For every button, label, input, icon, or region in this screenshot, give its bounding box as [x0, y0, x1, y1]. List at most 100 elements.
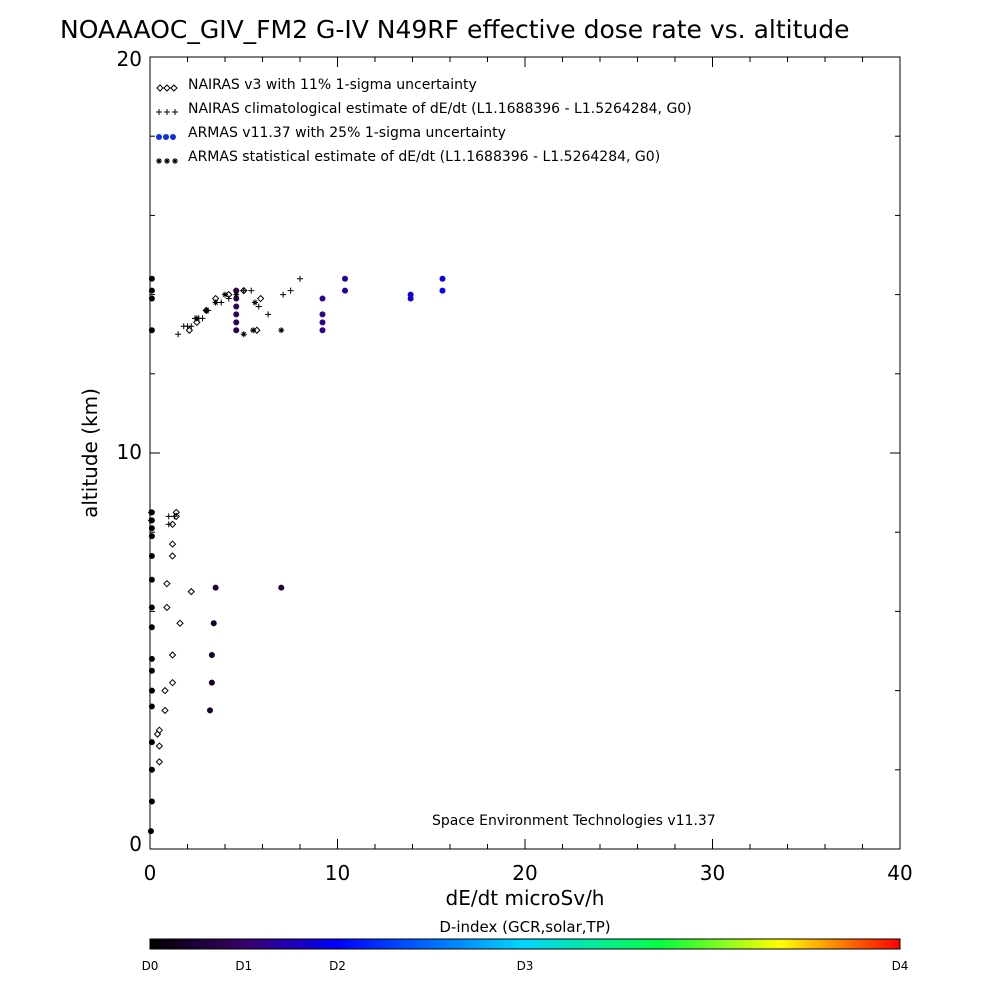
nairas-clim-point	[287, 287, 294, 294]
chart-title: NOAAAOC_GIV_FM2 G-IV N49RF effective dos…	[60, 15, 849, 44]
nairas-point	[153, 730, 162, 738]
armas-point	[319, 327, 326, 334]
legend-label-nairas: NAIRAS v3 with 11% 1-sigma uncertainty	[188, 77, 477, 93]
armas-stat-point	[278, 327, 285, 334]
nairas-point	[168, 651, 177, 659]
armas-point	[233, 295, 240, 302]
armas-stat-point	[222, 291, 228, 298]
armas-point	[148, 604, 155, 611]
x-tick-label-2: 20	[512, 861, 537, 885]
armas-point	[148, 576, 155, 583]
axis-ticks	[149, 56, 901, 850]
armas-point	[278, 584, 285, 591]
armas-point	[148, 687, 155, 694]
data-points	[147, 275, 446, 835]
legend-label-armas-stat: ARMAS statistical estimate of dE/dt (L1.…	[188, 149, 660, 165]
armas-point	[319, 319, 326, 326]
nairas-point	[155, 726, 164, 734]
armas-point	[208, 679, 215, 686]
credit-text: Space Environment Technologies v11.37	[432, 813, 716, 829]
nairas-point	[161, 706, 169, 715]
nairas-point	[211, 294, 220, 303]
nairas-point	[225, 290, 233, 299]
nairas-clim-point	[171, 513, 178, 520]
armas-point	[319, 295, 326, 302]
nairas-point	[163, 579, 171, 588]
plot-frame	[149, 56, 901, 850]
armas-point	[233, 303, 240, 310]
armas-point	[207, 707, 213, 714]
nairas-point	[163, 603, 171, 612]
x-tick-label-0: 0	[144, 861, 157, 885]
colorbar	[149, 938, 901, 950]
nairas-point	[256, 294, 265, 303]
armas-point	[342, 275, 348, 282]
y-tick-label-2: 20	[117, 47, 142, 71]
armas-point	[148, 798, 155, 805]
nairas-clim-point	[297, 275, 303, 282]
nairas-point	[168, 540, 177, 548]
nairas-point	[176, 619, 184, 627]
armas-point	[233, 327, 240, 334]
legend-label-nairas-clim: NAIRAS climatological estimate of dE/dt …	[188, 101, 692, 117]
armas-stat-point	[203, 307, 210, 314]
nairas-clim-point	[225, 295, 232, 302]
colorbar-label-d4: D4	[892, 959, 909, 973]
nairas-clim-point	[175, 331, 182, 338]
armas-point	[208, 651, 215, 658]
colorbar-title: D-index (GCR,solar,TP)	[439, 918, 610, 936]
armas-point	[148, 327, 155, 334]
nairas-clim-point	[165, 521, 172, 528]
y-tick-label-1: 10	[117, 440, 142, 464]
nairas-point	[187, 587, 195, 596]
armas-point	[233, 319, 240, 326]
armas-point	[148, 655, 155, 662]
x-tick-label-1: 10	[325, 861, 350, 885]
colorbar-label-d3: D3	[517, 959, 534, 973]
nairas-point	[168, 520, 177, 528]
armas-stat-point	[250, 327, 257, 334]
armas-stat-point	[193, 315, 200, 322]
armas-point	[148, 766, 155, 773]
armas-point	[148, 275, 155, 282]
nairas-clim-point	[280, 291, 287, 298]
legend-marker-nairas	[156, 84, 178, 92]
armas-point	[148, 667, 155, 674]
armas-stat-point	[147, 509, 154, 516]
armas-point	[319, 311, 326, 318]
legend-marker-armas	[156, 134, 176, 140]
nairas-clim-point	[240, 287, 247, 294]
armas-point	[439, 287, 446, 294]
nairas-point	[155, 758, 164, 766]
y-tick-label-0: 0	[129, 832, 142, 856]
armas-point	[210, 620, 217, 627]
nairas-point	[185, 326, 194, 334]
colorbar-label-d2: D2	[329, 959, 346, 973]
nairas-clim-point	[265, 311, 272, 318]
nairas-clim-point	[218, 299, 225, 306]
armas-point	[148, 703, 155, 710]
x-axis-label: dE/dt microSv/h	[446, 886, 605, 910]
armas-stat-point	[233, 291, 240, 298]
nairas-clim-point	[255, 303, 262, 310]
nairas-clim-point	[188, 323, 195, 330]
armas-point	[147, 828, 154, 835]
nairas-clim-point	[248, 287, 255, 294]
colorbar-label-d1: D1	[235, 959, 252, 973]
armas-point	[148, 739, 155, 746]
armas-point	[407, 291, 414, 298]
nairas-point	[168, 552, 177, 560]
armas-point	[212, 584, 219, 591]
armas-point	[439, 275, 446, 282]
armas-point	[148, 287, 155, 294]
armas-point	[148, 624, 155, 631]
nairas-point	[161, 686, 169, 695]
armas-stat-point	[212, 299, 219, 306]
legend-marker-nairas-clim	[156, 109, 178, 115]
armas-point	[233, 287, 240, 294]
armas-point	[148, 533, 155, 540]
legend: NAIRAS v3 with 11% 1-sigma uncertainty N…	[156, 77, 692, 165]
armas-stat-point	[252, 299, 258, 306]
legend-label-armas: ARMAS v11.37 with 25% 1-sigma uncertaint…	[188, 125, 506, 141]
